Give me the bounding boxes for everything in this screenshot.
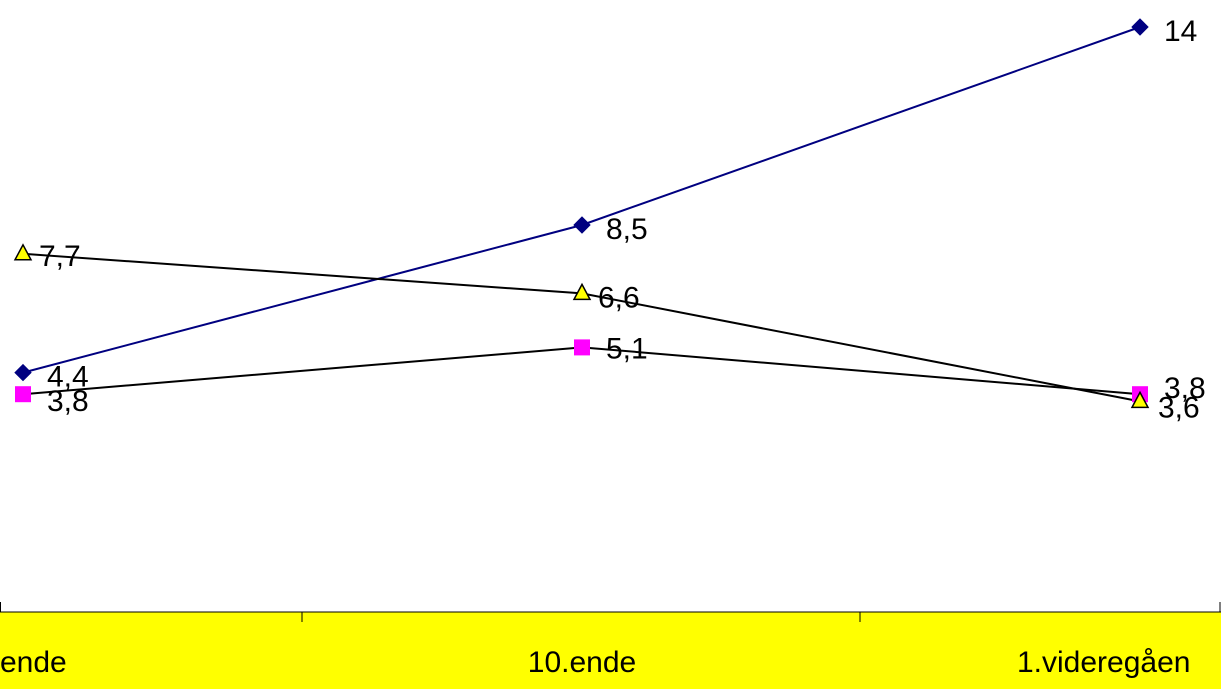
category-label: 1.videregåen: [1017, 646, 1190, 679]
category-axis-band: [0, 602, 1221, 689]
data-labels: 4,4 8,5 14 3,8 5,1 3,8 7,7 6,6 3,6: [39, 15, 1206, 424]
data-label: 4,4: [47, 361, 89, 394]
triangle-marker: [1130, 390, 1150, 409]
category-label: ende: [0, 646, 67, 679]
diamond-marker: [1131, 18, 1149, 36]
data-label: 7,7: [39, 240, 81, 273]
series-line: [22, 26, 1141, 374]
category-label: 10.ende: [528, 646, 636, 679]
data-label: 8,5: [606, 213, 648, 246]
data-label: 14: [1164, 15, 1197, 48]
diamond-marker: [14, 363, 32, 382]
diamond-marker: [573, 216, 591, 234]
series-markers: [13, 18, 1150, 409]
square-marker: [574, 339, 590, 356]
category-labels: ende 10.ende 1.videregåen: [0, 646, 1190, 679]
data-label: 3,8: [1164, 372, 1206, 405]
data-label: 5,1: [606, 332, 648, 365]
category-band: [0, 612, 1221, 689]
data-label: 3,6: [1158, 391, 1200, 424]
data-label: 6,6: [598, 281, 640, 314]
data-label: 3,8: [47, 385, 89, 418]
square-marker: [15, 386, 31, 403]
triangle-marker: [572, 282, 592, 301]
triangle-marker: [13, 243, 33, 261]
